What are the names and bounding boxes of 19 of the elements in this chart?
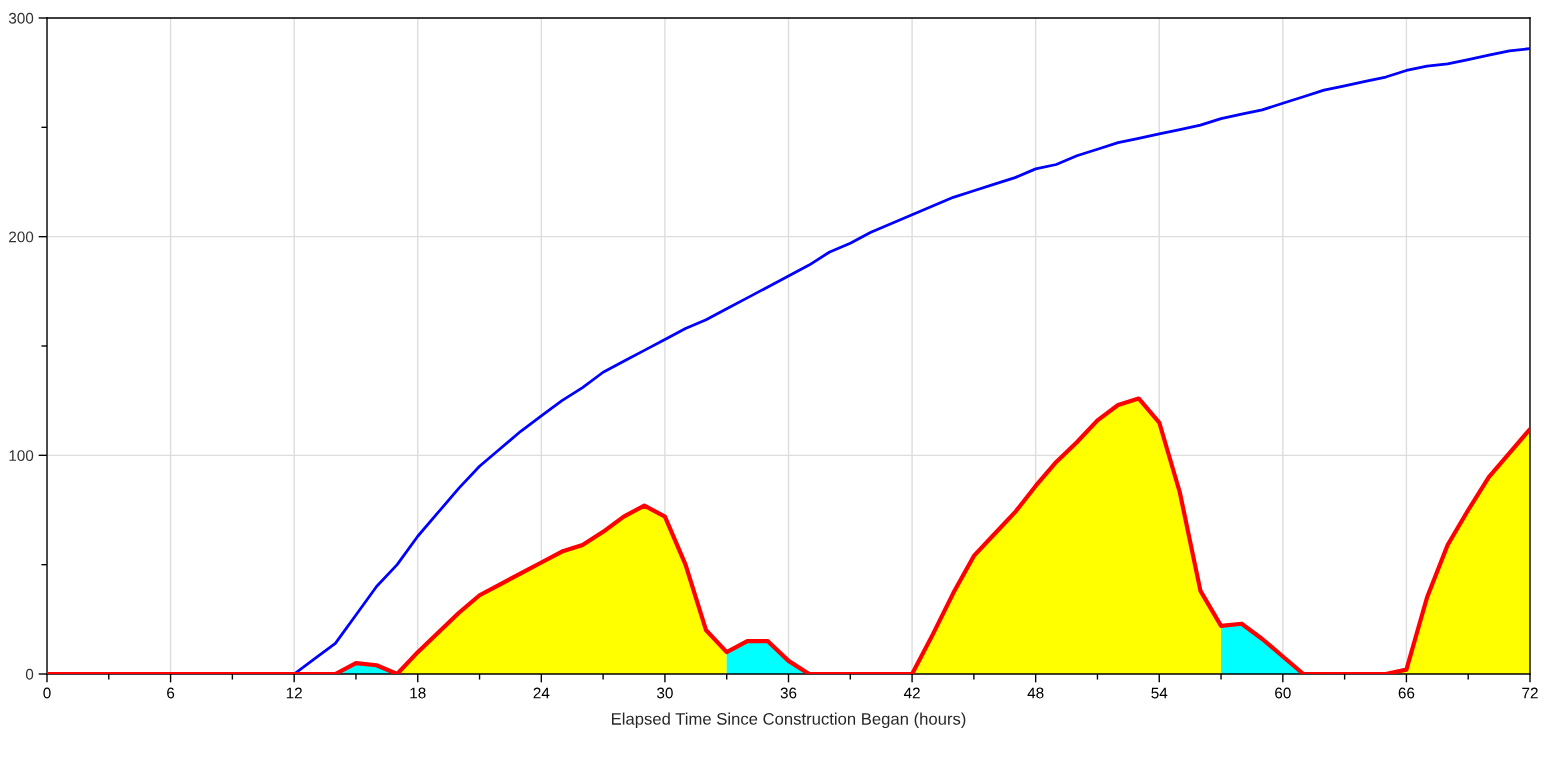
x-axis-title: Elapsed Time Since Construction Began (hours) xyxy=(612,712,966,729)
x-tick-label: 30 xyxy=(657,687,673,699)
y-tick-label: 100 xyxy=(9,450,34,462)
x-tick-label: 12 xyxy=(286,687,302,699)
x-tick-label: 36 xyxy=(780,687,797,699)
y-tick-label: 200 xyxy=(9,231,34,243)
x-tick-label: 54 xyxy=(1151,687,1168,699)
x-tick-label: 0 xyxy=(43,687,51,699)
x-tick-label: 66 xyxy=(1398,687,1415,699)
x-tick-label: 72 xyxy=(1522,687,1538,699)
y-tick-label: 0 xyxy=(25,668,34,680)
line-series xyxy=(292,47,1530,674)
x-tick-label: 24 xyxy=(533,687,550,699)
x-tick-label: 60 xyxy=(1275,687,1291,699)
x-tick-label: 48 xyxy=(1027,687,1044,699)
x-tick-label: 6 xyxy=(167,687,175,699)
x-tick-label: 18 xyxy=(410,687,426,699)
y-tick-label: 300 xyxy=(8,12,34,24)
x-tick-label: 42 xyxy=(903,687,920,699)
